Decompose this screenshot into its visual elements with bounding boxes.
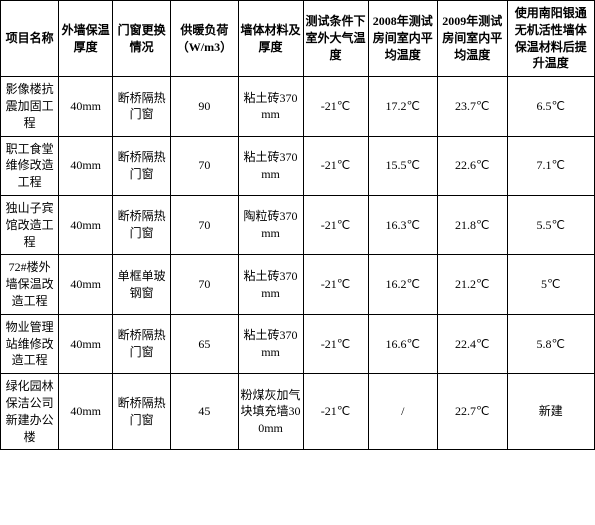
table-cell: / — [368, 374, 437, 450]
table-cell: 影像楼抗震加固工程 — [1, 77, 59, 136]
table-cell: 粉煤灰加气块填充墙300mm — [238, 374, 303, 450]
table-cell: 陶粒砖370mm — [238, 195, 303, 254]
col-header: 2009年测试房间室内平均温度 — [438, 1, 507, 77]
data-table: 项目名称 外墙保温厚度 门窗更换情况 供暖负荷（W/m3） 墙体材料及厚度 测试… — [0, 0, 595, 450]
col-header: 供暖负荷（W/m3） — [171, 1, 238, 77]
table-cell: 断桥隔热门窗 — [113, 314, 171, 373]
table-row: 影像楼抗震加固工程40mm断桥隔热门窗90粘土砖370mm-21℃17.2℃23… — [1, 77, 595, 136]
table-cell: 72#楼外墙保温改造工程 — [1, 255, 59, 314]
table-cell: -21℃ — [303, 77, 368, 136]
table-cell: 5.5℃ — [507, 195, 594, 254]
col-header: 测试条件下室外大气温度 — [303, 1, 368, 77]
table-cell: 6.5℃ — [507, 77, 594, 136]
table-cell: 40mm — [59, 255, 113, 314]
table-cell: 70 — [171, 195, 238, 254]
table-body: 影像楼抗震加固工程40mm断桥隔热门窗90粘土砖370mm-21℃17.2℃23… — [1, 77, 595, 450]
table-cell: 粘土砖370mm — [238, 255, 303, 314]
table-cell: 16.2℃ — [368, 255, 437, 314]
table-cell: 新建 — [507, 374, 594, 450]
col-header: 外墙保温厚度 — [59, 1, 113, 77]
table-cell: 40mm — [59, 136, 113, 195]
table-cell: 70 — [171, 136, 238, 195]
table-cell: 15.5℃ — [368, 136, 437, 195]
table-cell: 粘土砖370mm — [238, 136, 303, 195]
table-cell: 45 — [171, 374, 238, 450]
table-cell: 21.2℃ — [438, 255, 507, 314]
table-cell: 断桥隔热门窗 — [113, 195, 171, 254]
table-cell: 5℃ — [507, 255, 594, 314]
table-cell: 65 — [171, 314, 238, 373]
table-cell: 断桥隔热门窗 — [113, 77, 171, 136]
table-row: 绿化园林保洁公司新建办公楼40mm断桥隔热门窗45粉煤灰加气块填充墙300mm-… — [1, 374, 595, 450]
table-cell: 40mm — [59, 374, 113, 450]
table-cell: 独山子宾馆改造工程 — [1, 195, 59, 254]
col-header: 项目名称 — [1, 1, 59, 77]
table-row: 物业管理站维修改造工程40mm断桥隔热门窗65粘土砖370mm-21℃16.6℃… — [1, 314, 595, 373]
table-cell: 17.2℃ — [368, 77, 437, 136]
table-cell: 绿化园林保洁公司新建办公楼 — [1, 374, 59, 450]
table-cell: 70 — [171, 255, 238, 314]
table-row: 72#楼外墙保温改造工程40mm单框单玻钢窗70粘土砖370mm-21℃16.2… — [1, 255, 595, 314]
table-cell: 21.8℃ — [438, 195, 507, 254]
table-cell: 7.1℃ — [507, 136, 594, 195]
table-cell: -21℃ — [303, 255, 368, 314]
table-cell: 物业管理站维修改造工程 — [1, 314, 59, 373]
col-header: 墙体材料及厚度 — [238, 1, 303, 77]
table-cell: 40mm — [59, 195, 113, 254]
table-cell: 粘土砖370mm — [238, 314, 303, 373]
table-cell: 22.4℃ — [438, 314, 507, 373]
table-cell: -21℃ — [303, 136, 368, 195]
table-cell: 22.7℃ — [438, 374, 507, 450]
table-cell: -21℃ — [303, 314, 368, 373]
table-cell: -21℃ — [303, 195, 368, 254]
table-cell: 23.7℃ — [438, 77, 507, 136]
table-cell: 40mm — [59, 77, 113, 136]
table-cell: 单框单玻钢窗 — [113, 255, 171, 314]
table-row: 职工食堂维修改造工程40mm断桥隔热门窗70粘土砖370mm-21℃15.5℃2… — [1, 136, 595, 195]
col-header: 使用南阳银通无机活性墙体保温材料后提升温度 — [507, 1, 594, 77]
table-cell: 40mm — [59, 314, 113, 373]
table-row: 独山子宾馆改造工程40mm断桥隔热门窗70陶粒砖370mm-21℃16.3℃21… — [1, 195, 595, 254]
table-cell: 16.3℃ — [368, 195, 437, 254]
table-cell: 粘土砖370mm — [238, 77, 303, 136]
table-cell: 22.6℃ — [438, 136, 507, 195]
table-cell: 断桥隔热门窗 — [113, 374, 171, 450]
col-header: 门窗更换情况 — [113, 1, 171, 77]
table-cell: 断桥隔热门窗 — [113, 136, 171, 195]
col-header: 2008年测试房间室内平均温度 — [368, 1, 437, 77]
table-cell: 16.6℃ — [368, 314, 437, 373]
table-cell: 5.8℃ — [507, 314, 594, 373]
table-header-row: 项目名称 外墙保温厚度 门窗更换情况 供暖负荷（W/m3） 墙体材料及厚度 测试… — [1, 1, 595, 77]
table-cell: 90 — [171, 77, 238, 136]
table-cell: -21℃ — [303, 374, 368, 450]
table-cell: 职工食堂维修改造工程 — [1, 136, 59, 195]
